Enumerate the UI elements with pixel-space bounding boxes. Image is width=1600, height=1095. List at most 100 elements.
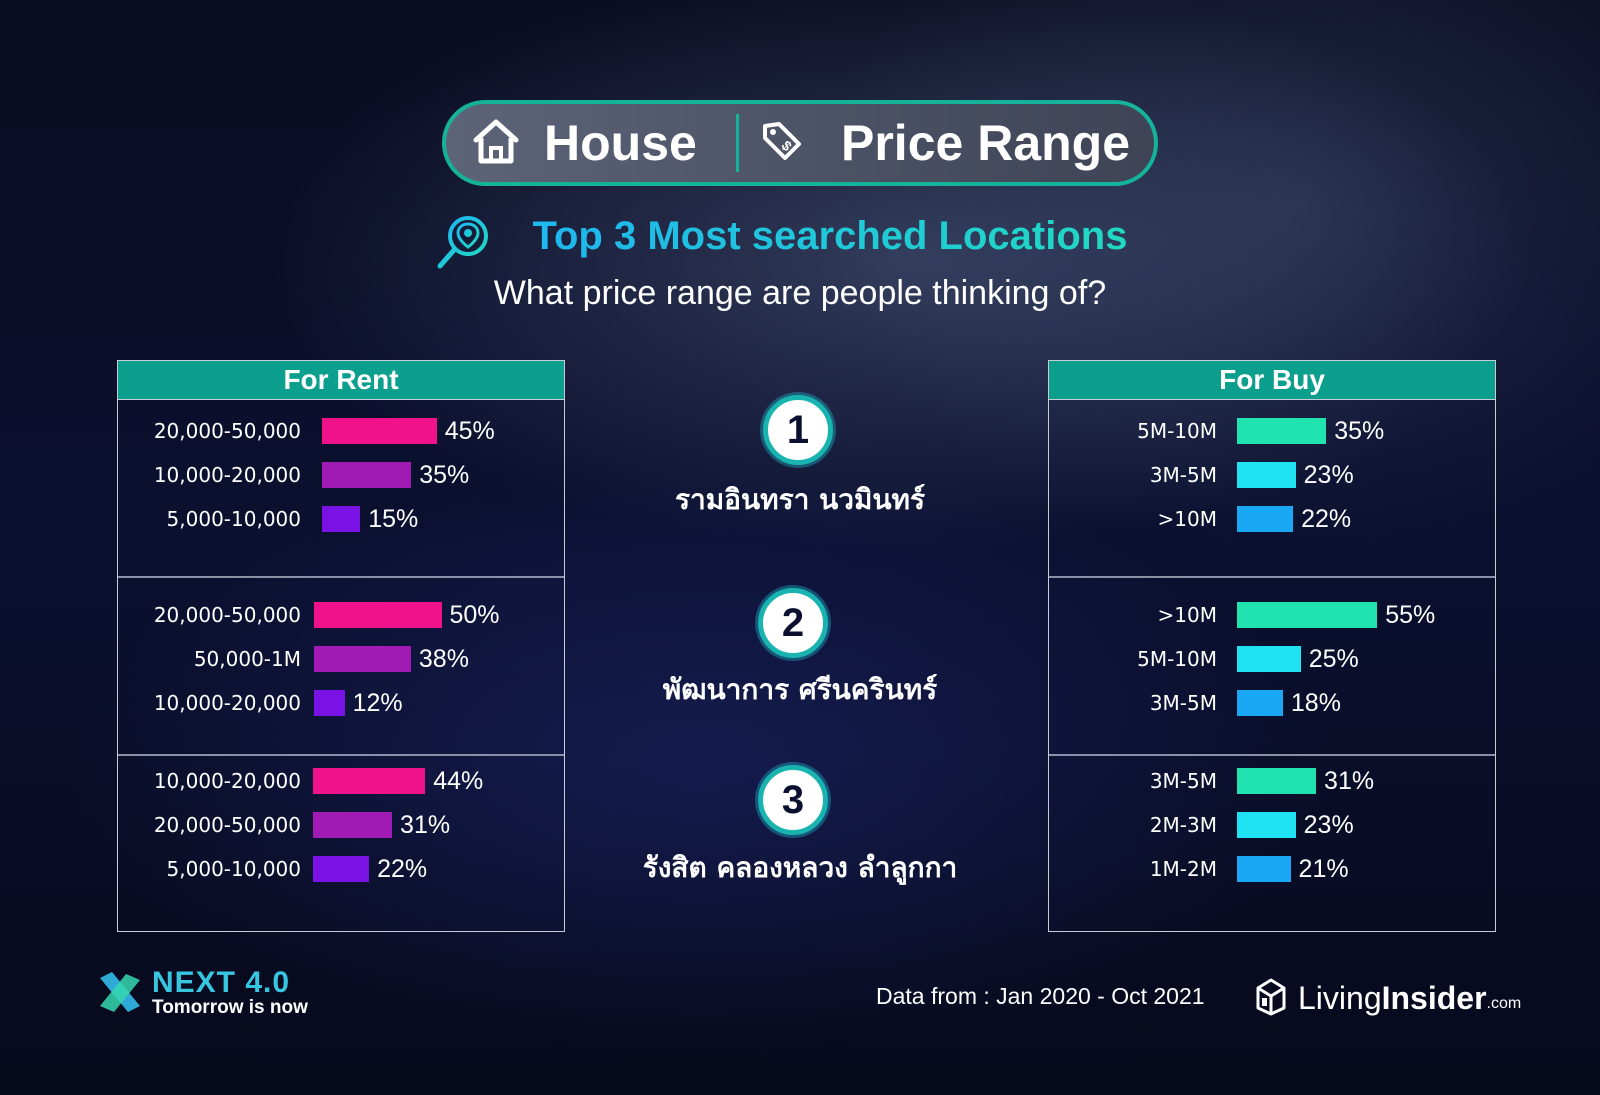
rent-row: 5,000-10,000 15%	[118, 505, 566, 533]
rent-category-label: 5,000-10,000	[166, 507, 301, 531]
next-logo-icon	[96, 968, 144, 1020]
house-section: House	[446, 104, 720, 182]
rent-row: 20,000-50,000 50%	[118, 601, 566, 629]
buy-row: 5M-10M 35%	[1049, 417, 1497, 445]
house-label: House	[544, 115, 697, 171]
rent-value-label: 31%	[400, 811, 451, 839]
rent-bar	[314, 602, 442, 628]
rent-bar	[322, 462, 412, 488]
buy-bar	[1237, 812, 1296, 838]
rent-value-label: 35%	[419, 461, 470, 489]
location-3: รังสิต คลองหลวง ลำลูกกา	[642, 851, 958, 884]
buy-bar	[1237, 462, 1296, 488]
price-tag-icon: $	[759, 118, 805, 168]
buy-category-label: 3M-5M	[1149, 691, 1217, 715]
next-logo: NEXT 4.0 Tomorrow is now	[96, 968, 308, 1020]
buy-category-label: >10M	[1157, 507, 1217, 531]
buy-bar	[1237, 646, 1301, 672]
rent-category-label: 20,000-50,000	[153, 603, 301, 627]
buy-category-label: 1M-2M	[1149, 857, 1217, 881]
rent-row: 50,000-1M 38%	[118, 645, 566, 673]
buy-bar	[1237, 602, 1378, 628]
location-2: พัฒนาการ ศรีนครินทร์	[662, 673, 938, 706]
buy-row: 3M-5M 18%	[1049, 689, 1497, 717]
rent-row: 5,000-10,000 22%	[118, 855, 566, 883]
subtitle-text: Top 3 Most searched Locations	[532, 214, 1128, 258]
buy-value-label: 23%	[1303, 461, 1354, 489]
rent-value-label: 50%	[449, 601, 500, 629]
brand-com: .com	[1486, 995, 1522, 1012]
rent-category-label: 20,000-50,000	[153, 813, 301, 837]
buy-category-label: 5M-10M	[1137, 647, 1217, 671]
buy-row: 5M-10M 25%	[1049, 645, 1497, 673]
buy-bar	[1237, 690, 1283, 716]
buy-row: 3M-5M 23%	[1049, 461, 1497, 489]
rent-bar	[313, 812, 393, 838]
rent-divider-2	[118, 754, 564, 756]
buy-row: 1M-2M 21%	[1049, 855, 1497, 883]
for-rent-header: For Rent	[118, 361, 564, 400]
rent-row: 20,000-50,000 45%	[118, 417, 566, 445]
buy-category-label: 3M-5M	[1149, 463, 1217, 487]
next-tagline: Tomorrow is now	[152, 997, 308, 1018]
rent-bar	[314, 690, 345, 716]
rank-badge-2: 2	[758, 588, 828, 658]
buy-value-label: 21%	[1298, 855, 1349, 883]
buy-category-label: 5M-10M	[1137, 419, 1217, 443]
rent-row: 10,000-20,000 12%	[118, 689, 566, 717]
buy-bar	[1237, 856, 1291, 882]
rent-value-label: 45%	[444, 417, 495, 445]
buy-value-label: 55%	[1385, 601, 1436, 629]
for-rent-panel: For Rent 20,000-50,000 45% 10,000-20,000 35…	[117, 360, 565, 932]
livinginsider-logo: Living Insider .com	[1254, 976, 1521, 1020]
buy-divider-1	[1049, 576, 1495, 578]
data-source: Data from : Jan 2020 - Oct 2021	[876, 983, 1205, 1009]
rent-value-label: 44%	[433, 767, 484, 795]
buy-row: 3M-5M 31%	[1049, 767, 1497, 795]
rank-badge-3: 3	[758, 765, 828, 835]
buy-value-label: 25%	[1308, 645, 1359, 673]
buy-category-label: 2M-3M	[1149, 813, 1217, 837]
location-1: รามอินทรา นวมินทร์	[674, 483, 926, 516]
buy-value-label: 18%	[1290, 689, 1341, 717]
question-text: What price range are people thinking of?	[493, 274, 1107, 312]
buy-divider-2	[1049, 754, 1495, 756]
location-search-icon	[436, 214, 494, 280]
house-icon	[470, 116, 522, 170]
buy-value-label: 35%	[1334, 417, 1385, 445]
for-buy-header: For Buy	[1049, 361, 1495, 400]
rent-category-label: 5,000-10,000	[166, 857, 301, 881]
for-buy-panel: For Buy 5M-10M 35% 3M-5M 23% >10M 22% >10M 55% 5…	[1048, 360, 1496, 932]
buy-row: >10M 55%	[1049, 601, 1497, 629]
title-separator	[736, 114, 739, 172]
rent-value-label: 12%	[352, 689, 403, 717]
rent-divider-1	[118, 576, 564, 578]
rent-bar	[314, 646, 411, 672]
rank-badge-1: 1	[763, 395, 833, 465]
buy-bar	[1237, 768, 1317, 794]
buy-bar	[1237, 418, 1327, 444]
buy-row: 2M-3M 23%	[1049, 811, 1497, 839]
buy-category-label: >10M	[1157, 603, 1217, 627]
buy-value-label: 22%	[1301, 505, 1352, 533]
buy-value-label: 23%	[1303, 811, 1354, 839]
buy-category-label: 3M-5M	[1149, 769, 1217, 793]
title-pill: House $ Price Range	[442, 100, 1158, 186]
buy-row: >10M 22%	[1049, 505, 1497, 533]
rent-category-label: 50,000-1M	[193, 647, 301, 671]
rent-category-label: 20,000-50,000	[153, 419, 301, 443]
rent-row: 10,000-20,000 44%	[118, 767, 566, 795]
subtitle: Top 3 Most searched Locations	[0, 214, 1600, 259]
rent-bar	[322, 506, 361, 532]
rent-bar	[313, 856, 370, 882]
brand-living: Living	[1298, 979, 1382, 1016]
rent-value-label: 15%	[368, 505, 419, 533]
livinginsider-icon	[1254, 976, 1288, 1020]
rent-value-label: 22%	[377, 855, 428, 883]
rent-category-label: 10,000-20,000	[153, 691, 301, 715]
price-section: $ Price Range	[755, 104, 1130, 182]
buy-bar	[1237, 506, 1294, 532]
rent-category-label: 10,000-20,000	[153, 463, 301, 487]
next-title: NEXT 4.0	[152, 966, 291, 999]
rent-bar	[322, 418, 437, 444]
